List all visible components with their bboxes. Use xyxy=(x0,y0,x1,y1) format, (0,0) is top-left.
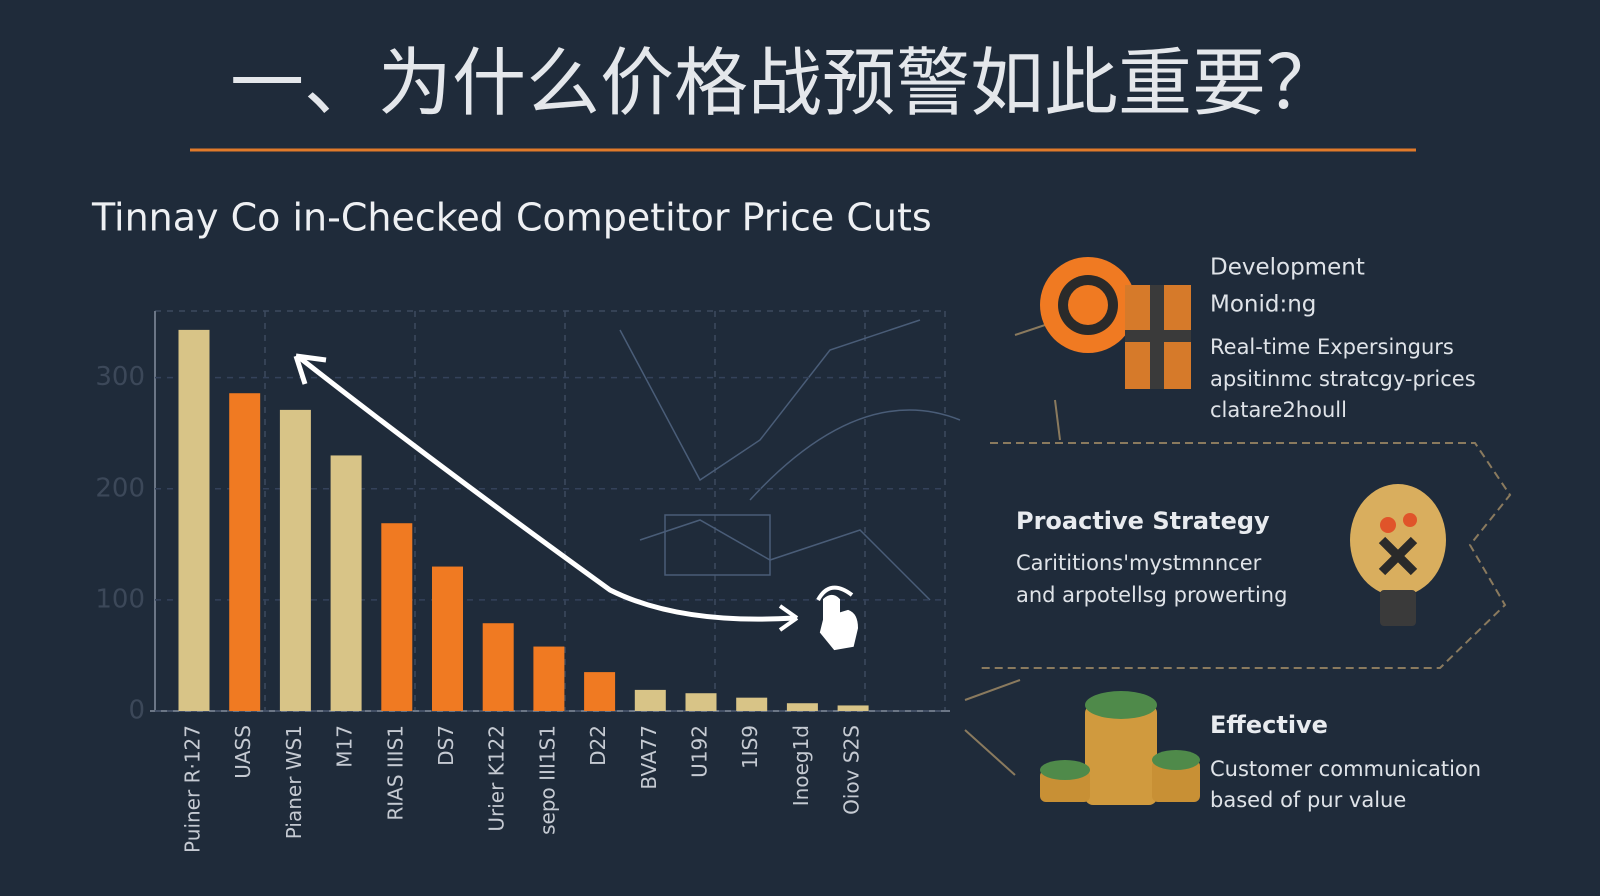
x-tick-label: Oiov S2S xyxy=(840,725,864,815)
panel-line: Carititions'mystmnncer xyxy=(1016,551,1262,575)
background-network xyxy=(619,319,961,601)
y-tick-label: 0 xyxy=(128,696,145,726)
panel-title: Effective xyxy=(1210,711,1328,739)
panel-line: Customer communication xyxy=(1210,757,1481,781)
bar xyxy=(482,623,514,711)
x-tick-label: 1IS9 xyxy=(738,725,762,769)
x-tick-label: Urier K122 xyxy=(485,725,509,832)
panel-title: Proactive Strategy xyxy=(1016,507,1270,535)
x-tick-label: sepo III1S1 xyxy=(535,725,559,835)
y-tick-label: 200 xyxy=(95,473,145,503)
panel-subtitle: Monid:ng xyxy=(1210,292,1316,318)
slide-title: 一、为什么价格战预警如此重要？ xyxy=(230,41,1340,127)
y-tick-label: 300 xyxy=(95,362,145,392)
arrow-head xyxy=(293,353,327,385)
x-tick-label: UASS xyxy=(231,725,255,779)
x-tick-label: BVA77 xyxy=(637,725,661,790)
bar xyxy=(330,455,362,711)
chart-title: Tinnay Co in-Checked Competitor Price Cu… xyxy=(91,196,932,240)
x-tick-label: U192 xyxy=(688,725,712,778)
bar xyxy=(634,689,666,711)
panel-line: based of pur value xyxy=(1210,788,1406,812)
bar xyxy=(279,409,311,711)
panel-title: Development xyxy=(1210,255,1365,281)
x-tick-label: D22 xyxy=(586,725,610,766)
x-tick-label: Puiner R·127 xyxy=(181,725,205,853)
hand-cursor-icon xyxy=(816,585,859,651)
coins-icon xyxy=(1040,691,1200,805)
x-tick-label: Inoeg1d xyxy=(789,725,813,806)
lightbulb-icon xyxy=(1350,484,1446,626)
bar xyxy=(584,672,616,711)
bar xyxy=(736,697,768,711)
panel-line: and arpotellsg prowerting xyxy=(1016,583,1287,607)
connector-lines xyxy=(964,319,1061,776)
x-tick-label: RIAS IIIS1 xyxy=(383,725,407,821)
panel-line: clatare2houll xyxy=(1210,398,1347,422)
bar xyxy=(837,705,869,711)
bar xyxy=(178,329,210,711)
bar xyxy=(432,566,463,711)
bar xyxy=(229,393,261,711)
x-tick-label: DS7 xyxy=(434,725,458,766)
bar xyxy=(786,703,818,711)
y-tick-label: 100 xyxy=(95,584,145,614)
trend-arrow xyxy=(298,356,796,622)
panel-line: apsitinmc stratcgy-prices xyxy=(1210,367,1476,391)
x-tick-label: Pianer WS1 xyxy=(282,725,306,839)
x-tick-label: M17 xyxy=(333,725,357,768)
panel-line: Real-time Expersingurs xyxy=(1210,335,1454,359)
bar xyxy=(685,693,717,711)
gear-gift-icon xyxy=(1040,257,1191,389)
bar xyxy=(533,646,565,711)
bar xyxy=(381,523,413,711)
arrow-head xyxy=(778,604,799,632)
flow-outline xyxy=(980,442,1512,669)
